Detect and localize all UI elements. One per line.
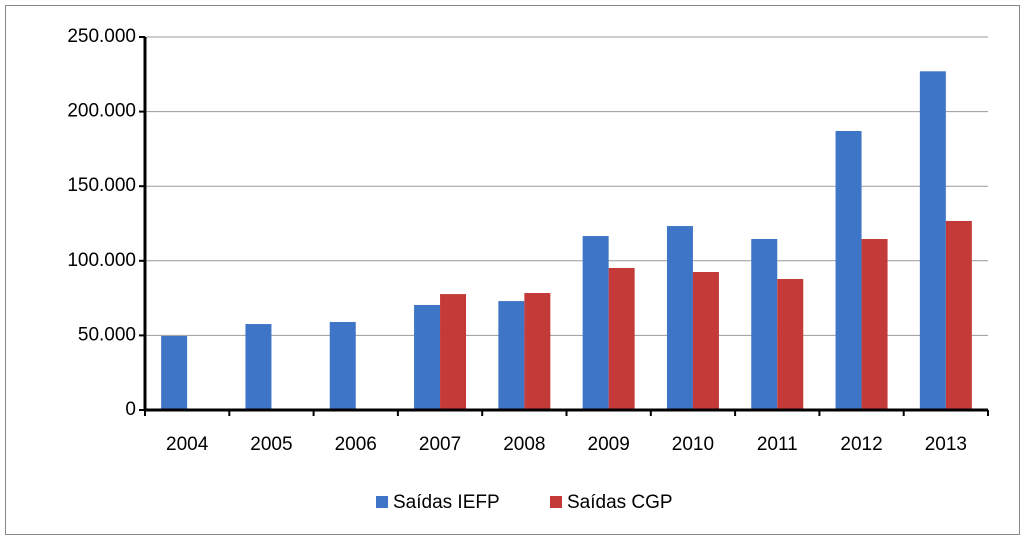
x-tick-label: 2005	[250, 434, 292, 455]
bar	[692, 271, 719, 410]
bar	[245, 324, 272, 410]
legend-label: Saídas IEFP	[393, 492, 500, 513]
x-tick-label: 2010	[672, 434, 714, 455]
bar	[414, 304, 441, 410]
bar	[861, 239, 888, 410]
bar	[777, 279, 804, 410]
bar	[440, 294, 467, 410]
legend-swatch	[376, 496, 388, 508]
bar	[608, 267, 635, 410]
x-tick-label: 2008	[503, 434, 545, 455]
y-tick-label: 200.000	[67, 101, 136, 122]
x-tick-label: 2004	[166, 434, 209, 455]
bar	[835, 130, 862, 410]
bar	[666, 226, 693, 410]
bar	[582, 236, 609, 410]
bar	[524, 293, 551, 410]
x-tick-label: 2006	[335, 434, 377, 455]
bar	[161, 335, 188, 410]
legend-label: Saídas CGP	[567, 492, 673, 513]
bar	[751, 239, 778, 410]
x-tick-label: 2007	[419, 434, 461, 455]
y-tick-label: 50.000	[78, 324, 136, 345]
bar	[945, 220, 972, 410]
x-tick-label: 2012	[840, 434, 882, 455]
y-tick-label: 150.000	[67, 175, 136, 196]
bar	[329, 321, 356, 410]
legend-swatch	[550, 496, 562, 508]
y-tick-label: 100.000	[67, 250, 136, 271]
x-tick-label: 2009	[588, 434, 630, 455]
y-tick-label: 0	[125, 399, 136, 420]
x-tick-label: 2011	[757, 434, 798, 455]
y-tick-label: 250.000	[67, 26, 136, 47]
bar	[498, 301, 525, 410]
x-tick-label: 2013	[925, 434, 967, 455]
bar	[919, 71, 946, 410]
